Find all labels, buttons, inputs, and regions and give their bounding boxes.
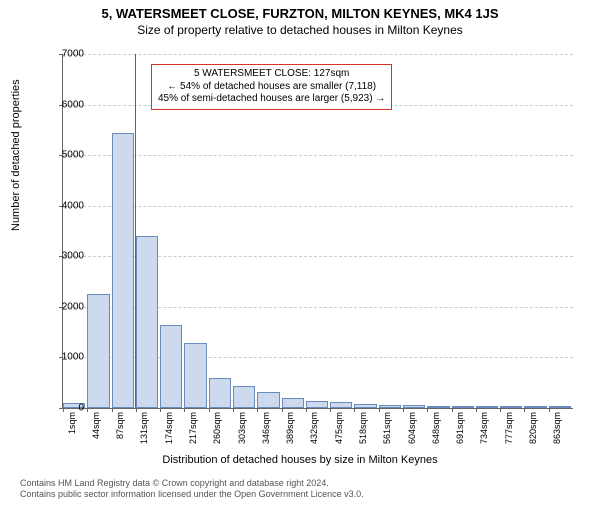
xtick-label: 303sqm <box>237 412 247 444</box>
xtick-label: 777sqm <box>504 412 514 444</box>
xtick-mark <box>282 408 283 412</box>
histogram-bar <box>233 386 255 408</box>
xtick-label: 432sqm <box>309 412 319 444</box>
xtick-label: 44sqm <box>91 412 101 439</box>
footer-line1: Contains HM Land Registry data © Crown c… <box>20 478 364 489</box>
chart-container: 5, WATERSMEET CLOSE, FURZTON, MILTON KEY… <box>0 6 600 506</box>
xtick-mark <box>233 408 234 412</box>
histogram-bar <box>524 406 546 408</box>
ytick-label: 1000 <box>44 352 84 363</box>
histogram-bar <box>184 343 206 408</box>
xtick-mark <box>184 408 185 412</box>
xtick-label: 820sqm <box>528 412 538 444</box>
ytick-label: 5000 <box>44 150 84 161</box>
xtick-mark <box>452 408 453 412</box>
histogram-bar <box>112 133 134 408</box>
xtick-mark <box>379 408 380 412</box>
ytick-label: 3000 <box>44 251 84 262</box>
chart-title: 5, WATERSMEET CLOSE, FURZTON, MILTON KEY… <box>0 6 600 21</box>
ytick-label: 7000 <box>44 49 84 60</box>
histogram-bar <box>136 236 158 408</box>
xtick-mark <box>549 408 550 412</box>
histogram-bar <box>427 406 449 408</box>
xtick-mark <box>354 408 355 412</box>
xtick-label: 131sqm <box>139 412 149 444</box>
xtick-label: 389sqm <box>285 412 295 444</box>
xtick-mark <box>136 408 137 412</box>
xtick-label: 87sqm <box>115 412 125 439</box>
footer: Contains HM Land Registry data © Crown c… <box>20 478 364 500</box>
xtick-mark <box>87 408 88 412</box>
callout-box: 5 WATERSMEET CLOSE: 127sqm← 54% of detac… <box>151 64 392 110</box>
xtick-label: 734sqm <box>479 412 489 444</box>
histogram-bar <box>282 398 304 408</box>
gridline <box>63 155 573 156</box>
histogram-bar <box>87 294 109 408</box>
callout-line1: 5 WATERSMEET CLOSE: 127sqm <box>158 68 385 81</box>
histogram-bar <box>160 325 182 408</box>
histogram-bar <box>500 406 522 408</box>
xtick-label: 217sqm <box>188 412 198 444</box>
y-axis-label: Number of detached properties <box>10 79 22 231</box>
xtick-mark <box>476 408 477 412</box>
x-axis-label: Distribution of detached houses by size … <box>0 454 600 466</box>
histogram-bar <box>209 378 231 408</box>
xtick-label: 174sqm <box>164 412 174 444</box>
xtick-mark <box>112 408 113 412</box>
ytick-label: 0 <box>44 403 84 414</box>
gridline <box>63 206 573 207</box>
histogram-bar <box>379 405 401 408</box>
chart-subtitle: Size of property relative to detached ho… <box>0 23 600 37</box>
xtick-mark <box>524 408 525 412</box>
xtick-label: 561sqm <box>382 412 392 444</box>
xtick-label: 604sqm <box>407 412 417 444</box>
xtick-mark <box>500 408 501 412</box>
histogram-bar <box>306 401 328 408</box>
xtick-mark <box>209 408 210 412</box>
xtick-label: 691sqm <box>455 412 465 444</box>
histogram-bar <box>403 405 425 408</box>
histogram-bar <box>452 406 474 408</box>
xtick-label: 518sqm <box>358 412 368 444</box>
histogram-bar <box>257 392 279 408</box>
xtick-mark <box>330 408 331 412</box>
xtick-label: 346sqm <box>261 412 271 444</box>
plot-area: 1sqm44sqm87sqm131sqm174sqm217sqm260sqm30… <box>62 54 572 408</box>
xtick-mark <box>403 408 404 412</box>
xtick-mark <box>160 408 161 412</box>
callout-line3: 45% of semi-detached houses are larger (… <box>158 93 385 106</box>
histogram-bar <box>476 406 498 408</box>
footer-line2: Contains public sector information licen… <box>20 489 364 500</box>
xtick-label: 1sqm <box>67 412 77 434</box>
xtick-label: 475sqm <box>334 412 344 444</box>
ytick-label: 2000 <box>44 301 84 312</box>
xtick-mark <box>306 408 307 412</box>
xtick-label: 648sqm <box>431 412 441 444</box>
histogram-bar <box>330 402 352 408</box>
xtick-label: 863sqm <box>552 412 562 444</box>
histogram-bar <box>549 406 571 408</box>
xtick-mark <box>427 408 428 412</box>
marker-line <box>135 54 136 408</box>
histogram-bar <box>354 404 376 408</box>
xtick-label: 260sqm <box>212 412 222 444</box>
gridline <box>63 54 573 55</box>
ytick-label: 6000 <box>44 99 84 110</box>
xtick-mark <box>257 408 258 412</box>
callout-line2: ← 54% of detached houses are smaller (7,… <box>158 81 385 94</box>
ytick-label: 4000 <box>44 200 84 211</box>
